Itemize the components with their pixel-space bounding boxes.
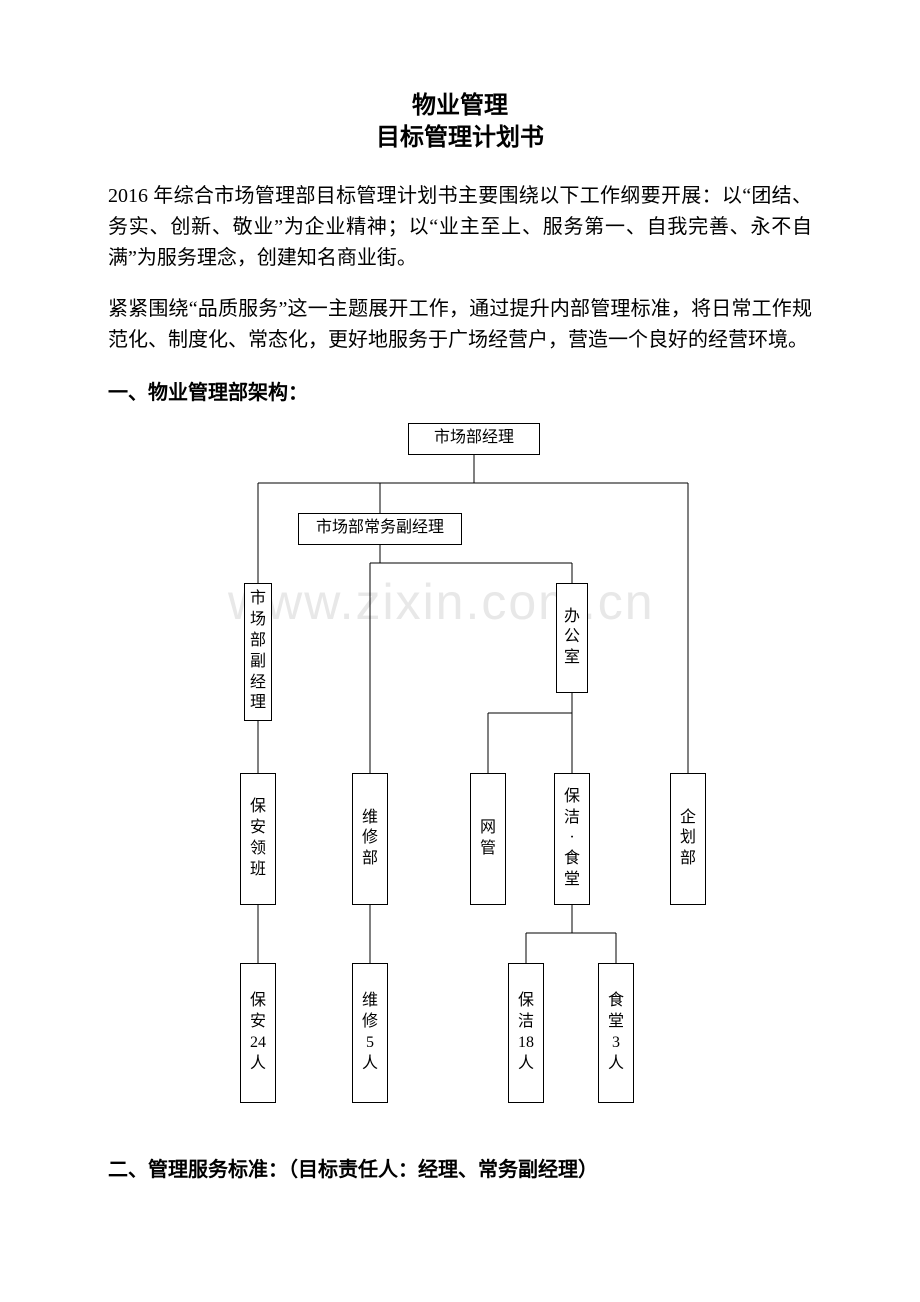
org-node-repair: 维修部	[352, 773, 388, 905]
org-node-clean: 保洁·食堂	[554, 773, 590, 905]
org-node-office: 办公室	[556, 583, 588, 693]
org-node-deputy: 市场部常务副经理	[298, 513, 462, 545]
section-heading-2: 二、管理服务标准：（目标责任人：经理、常务副经理）	[108, 1153, 812, 1182]
intro-paragraph-1: 2016 年综合市场管理部目标管理计划书主要围绕以下工作纲要开展：以“团结、务实…	[108, 181, 812, 274]
org-chart: www.zixin.com.cn 市场部经理市场部常务副经理市场部副经理办公室保…	[108, 423, 808, 1123]
org-node-plan: 企划部	[670, 773, 706, 905]
org-node-root: 市场部经理	[408, 423, 540, 455]
org-node-vice: 市场部副经理	[244, 583, 272, 721]
org-node-canteen_cnt: 食堂3人	[598, 963, 634, 1103]
intro-paragraph-2: 紧紧围绕“品质服务”这一主题展开工作，通过提升内部管理标准，将日常工作规范化、制…	[108, 294, 812, 356]
section-heading-1: 一、物业管理部架构：	[108, 376, 812, 405]
org-node-sec_cnt: 保安24人	[240, 963, 276, 1103]
title-line-2: 目标管理计划书	[108, 122, 812, 154]
org-node-sec_lead: 保安领班	[240, 773, 276, 905]
org-node-repair_cnt: 维修5人	[352, 963, 388, 1103]
org-node-netmgr: 网管	[470, 773, 506, 905]
org-node-clean_cnt: 保洁18人	[508, 963, 544, 1103]
title-line-1: 物业管理	[108, 90, 812, 122]
document-title: 物业管理 目标管理计划书	[108, 90, 812, 155]
